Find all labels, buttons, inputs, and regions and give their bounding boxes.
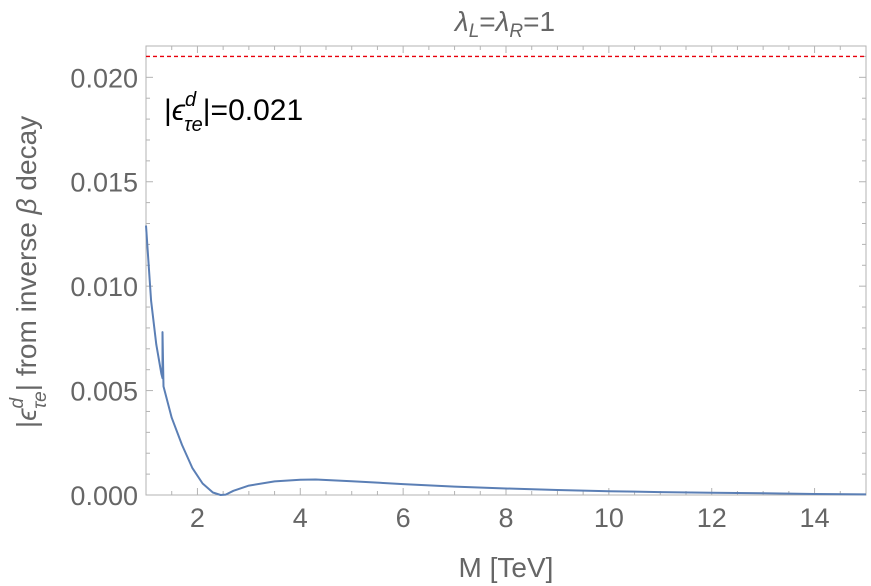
y-tick-label: 0.020 [70,63,138,93]
y-tick-label: 0.000 [70,481,138,511]
x-tick-label: 2 [190,503,205,533]
y-tick-label: 0.015 [70,168,138,198]
x-tick-label: 6 [396,503,411,533]
y-axis-title: |ϵd τe| from inverse β decay [7,116,51,428]
x-tick-label: 8 [498,503,513,533]
x-tick-label: 10 [594,503,624,533]
series-layer [145,55,867,496]
x-axis-title: M [TeV] [459,552,554,583]
y-tick-label: 0.010 [70,272,138,302]
epsilon-curve [145,225,867,496]
y-axis-ticks: 0.000 0.005 0.010 0.015 0.020 [70,55,866,511]
x-tick-label: 12 [697,503,727,533]
x-axis-ticks: 2 4 6 8 10 12 14 [145,46,867,533]
x-tick-label: 4 [293,503,308,533]
chart-title: λL=λR=1 [453,6,555,42]
x-tick-label: 14 [800,503,830,533]
y-tick-label: 0.005 [70,377,138,407]
annotation-label: |ϵd τe|=0.021 [164,89,303,136]
